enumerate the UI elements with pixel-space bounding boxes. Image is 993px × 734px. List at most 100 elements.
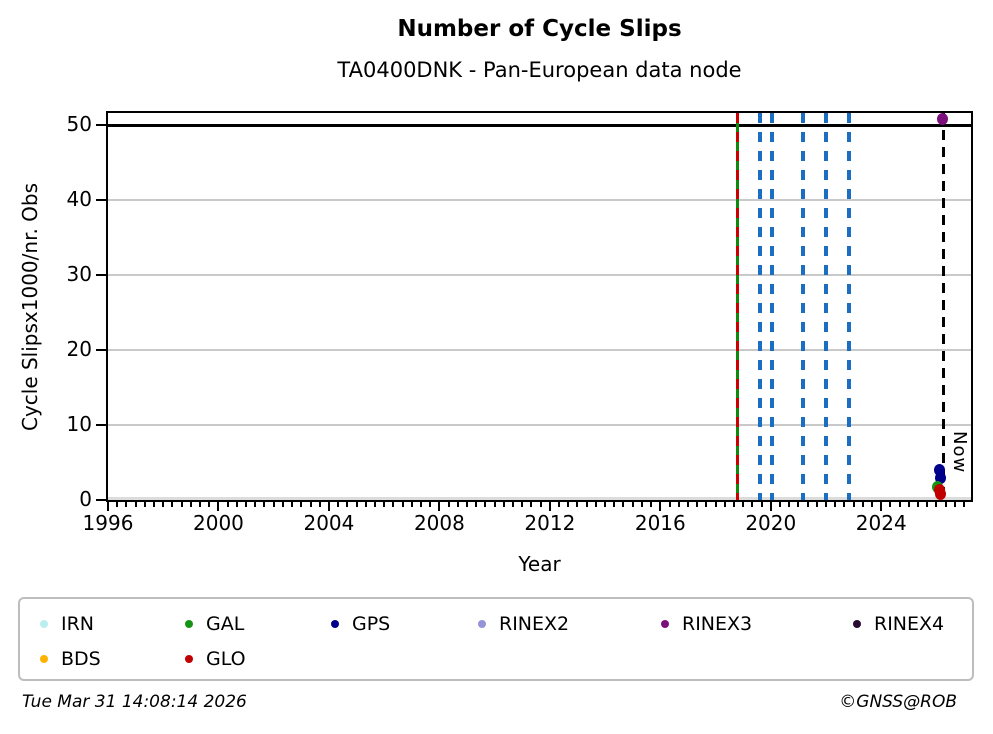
x-tick-minor bbox=[134, 502, 137, 507]
x-axis-label: Year bbox=[518, 552, 561, 576]
x-tick-minor bbox=[355, 502, 358, 507]
x-tick-minor bbox=[189, 502, 192, 507]
rinex3-dot-icon bbox=[661, 619, 669, 628]
x-tick-minor bbox=[318, 502, 321, 507]
x-tick-minor bbox=[539, 502, 542, 507]
gal-dot-icon bbox=[185, 619, 193, 628]
x-tick-minor bbox=[410, 502, 413, 507]
x-tick-minor bbox=[364, 502, 367, 507]
now-line-label: Now bbox=[949, 431, 970, 474]
x-tick-minor bbox=[346, 502, 349, 507]
x-tick-minor bbox=[723, 502, 726, 507]
now-line bbox=[941, 113, 945, 500]
x-tick-minor bbox=[337, 502, 340, 507]
chart-title: Number of Cycle Slips bbox=[397, 16, 682, 42]
x-tick-minor bbox=[392, 502, 395, 507]
x-tick-minor bbox=[825, 502, 827, 507]
legend-label-rinex3: RINEX3 bbox=[682, 612, 753, 635]
legend-item-irn: IRN bbox=[40, 613, 185, 635]
blue-event-line-1 bbox=[757, 113, 762, 500]
glo-event-line bbox=[735, 113, 739, 500]
x-tick-minor bbox=[613, 502, 616, 507]
baseline bbox=[108, 496, 971, 500]
x-tick-minor bbox=[245, 502, 248, 507]
x-tick-minor bbox=[254, 502, 257, 507]
blue-event-line-2 bbox=[770, 113, 775, 500]
x-tick-minor bbox=[714, 502, 717, 507]
legend-item-gps: GPS bbox=[331, 613, 478, 635]
x-tick-minor bbox=[917, 502, 920, 507]
x-tick-major bbox=[769, 502, 772, 511]
gridline-y-40 bbox=[108, 199, 971, 201]
x-tick-minor bbox=[631, 502, 634, 507]
x-tick-minor bbox=[429, 502, 432, 507]
y-axis-ticks bbox=[96, 113, 106, 501]
x-tick-minor bbox=[963, 502, 966, 507]
legend-label-rinex2: RINEX2 bbox=[499, 612, 570, 635]
legend: IRN GAL GPS RINEX2 RINEX3 RINEX4 BDS GLO bbox=[18, 597, 974, 681]
x-tick-minor bbox=[143, 502, 146, 507]
x-tick-minor bbox=[558, 502, 561, 507]
y-tick-label-50: 50 bbox=[66, 112, 92, 136]
x-tick-minor bbox=[788, 502, 791, 507]
legend-label-gal: GAL bbox=[206, 612, 245, 635]
x-tick-major bbox=[659, 502, 662, 511]
x-tick-minor bbox=[686, 502, 689, 507]
legend-item-rinex4: RINEX4 bbox=[853, 613, 972, 635]
x-tick-minor bbox=[291, 502, 294, 507]
x-tick-minor bbox=[889, 502, 892, 507]
x-tick-major bbox=[548, 502, 551, 511]
x-tick-minor bbox=[604, 502, 607, 507]
x-tick-major bbox=[107, 502, 109, 511]
x-tick-minor bbox=[125, 502, 128, 507]
y-tick-10 bbox=[96, 424, 106, 426]
legend-item-rinex3: RINEX3 bbox=[661, 613, 853, 635]
x-tick-minor bbox=[806, 502, 809, 507]
y-tick-label-40: 40 bbox=[66, 187, 92, 211]
x-tick-minor bbox=[171, 502, 174, 507]
gps-dot-icon bbox=[331, 619, 339, 628]
y-tick-label-20: 20 bbox=[66, 337, 92, 361]
x-tick-minor bbox=[226, 502, 229, 507]
x-tick-minor bbox=[926, 502, 929, 507]
y-tick-20 bbox=[96, 349, 106, 351]
x-tick-label-2000: 2000 bbox=[193, 511, 244, 535]
x-tick-minor bbox=[650, 502, 653, 507]
footer-timestamp: Tue Mar 31 14:08:14 2026 bbox=[22, 692, 247, 712]
data-point-glo-5 bbox=[935, 488, 947, 500]
x-tick-minor bbox=[742, 502, 745, 507]
x-tick-minor bbox=[116, 502, 119, 507]
x-tick-minor bbox=[401, 502, 404, 507]
x-tick-minor bbox=[263, 502, 266, 507]
y-tick-50 bbox=[96, 124, 106, 126]
x-tick-minor bbox=[567, 502, 570, 507]
gridline-y-10 bbox=[108, 424, 971, 426]
footer-credit: ©GNSS@ROB bbox=[839, 692, 957, 712]
x-tick-major bbox=[438, 502, 441, 511]
x-tick-minor bbox=[815, 502, 818, 507]
rinex4-dot-icon bbox=[853, 619, 861, 628]
x-tick-label-2020: 2020 bbox=[745, 511, 797, 535]
x-tick-minor bbox=[208, 502, 211, 507]
x-tick-minor bbox=[475, 502, 478, 507]
x-tick-minor bbox=[309, 502, 312, 507]
blue-event-line-5 bbox=[847, 113, 852, 500]
cap-line-50 bbox=[108, 123, 971, 127]
x-tick-minor bbox=[447, 502, 450, 507]
x-tick-minor bbox=[383, 502, 386, 507]
legend-label-glo: GLO bbox=[206, 647, 246, 670]
x-tick-minor bbox=[622, 502, 625, 507]
y-tick-label-0: 0 bbox=[79, 487, 92, 511]
x-tick-minor bbox=[668, 502, 671, 507]
data-point-gps-2 bbox=[935, 471, 947, 484]
glo-dot-icon bbox=[185, 654, 193, 663]
gridline-y-30 bbox=[108, 274, 971, 276]
x-tick-label-2016: 2016 bbox=[634, 511, 686, 535]
x-tick-minor bbox=[512, 502, 515, 507]
x-tick-minor bbox=[594, 502, 597, 507]
x-tick-minor bbox=[530, 502, 533, 507]
bds-dot-icon bbox=[40, 654, 48, 663]
x-axis-ticks bbox=[107, 502, 971, 512]
x-tick-minor bbox=[797, 502, 800, 507]
x-tick-minor bbox=[640, 502, 643, 507]
